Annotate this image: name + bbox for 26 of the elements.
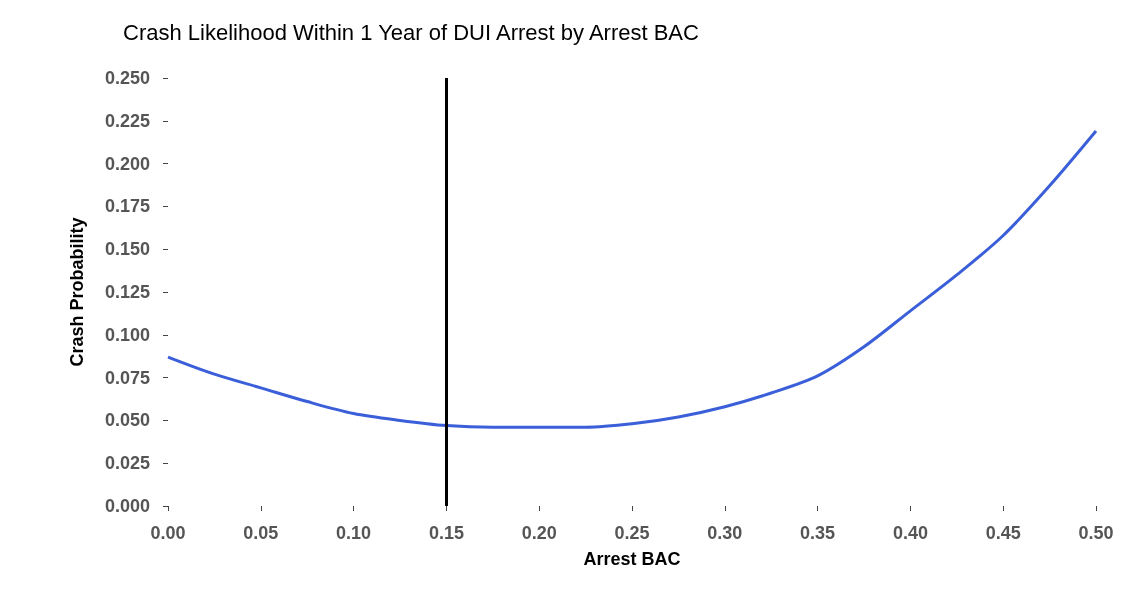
y-tick-label: 0.225 [104, 110, 150, 131]
y-tick-label: 0.075 [104, 367, 150, 388]
x-tick-label: 0.40 [892, 523, 928, 543]
x-tick-label: 0.10 [336, 523, 372, 543]
chart-title: Crash Likelihood Within 1 Year of DUI Arrest by Arrest BAC [123, 19, 700, 45]
x-tick-label: 0.15 [428, 523, 464, 543]
y-tick-label: 0.100 [104, 324, 150, 345]
y-axis-title: Crash Probability [67, 217, 87, 367]
y-tick-label: 0.000 [104, 496, 150, 516]
y-tick-label: 0.150 [104, 239, 150, 260]
x-tick-label: 0.05 [243, 523, 279, 543]
y-tick-label: 0.250 [104, 68, 150, 88]
y-tick-label: 0.025 [104, 453, 150, 474]
x-tick-label: 0.30 [707, 523, 743, 543]
x-tick-label: 0.20 [521, 523, 557, 543]
x-tick-label: 0.45 [985, 523, 1021, 543]
x-tick-label: 0.50 [1078, 523, 1114, 543]
line-series [166, 129, 1098, 429]
y-tick-label: 0.050 [104, 410, 150, 431]
x-tick-label: 0.35 [800, 523, 836, 543]
y-tick-label: 0.125 [104, 282, 150, 302]
y-tick-label: 0.175 [104, 196, 150, 217]
x-tick-label: 0.00 [150, 523, 186, 543]
x-axis-title: Arrest BAC [583, 549, 681, 569]
x-tick-label: 0.25 [614, 523, 650, 543]
y-tick-label: 0.200 [104, 153, 150, 174]
